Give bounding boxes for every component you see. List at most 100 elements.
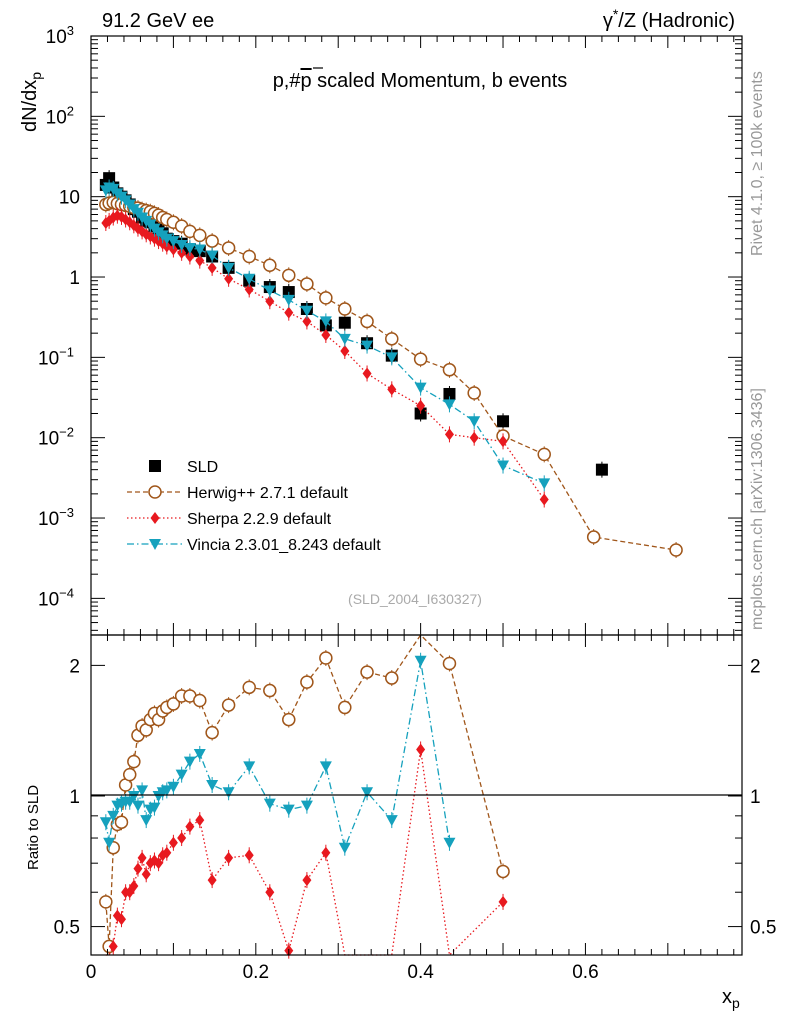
header-energy: 91.2 GeV ee [102, 10, 214, 32]
ratio-y-tick-label: 1 [69, 787, 80, 808]
ratio-y-axis-label: Ratio to SLD [25, 785, 42, 870]
main-plot-title: p,#p scaled Momentum, b events [273, 70, 568, 92]
ratio-point [127, 754, 141, 769]
ratio-plot: 2 2 1 1 0.5 0.5 Ratio to SLD [25, 633, 777, 959]
main-point [362, 367, 372, 380]
ratio-series-triangle-down [99, 652, 456, 856]
main-point [443, 399, 456, 411]
main-line-diamond [105, 214, 545, 500]
main-point [224, 272, 234, 285]
analysis-reference-tag: (SLD_2004_I630327) [348, 591, 482, 607]
main-point [338, 333, 351, 345]
ratio-point [116, 913, 126, 926]
ratio-point [222, 787, 235, 799]
legend-label: Herwig++ 2.7.1 default [187, 485, 349, 502]
ratio-point [205, 725, 219, 740]
ratio-point [360, 665, 374, 679]
ratio-point [133, 862, 143, 875]
ratio-x-ticks [90, 635, 735, 955]
main-point [221, 241, 236, 255]
main-point [595, 463, 608, 476]
main-point [242, 249, 256, 264]
ratio-line-triangle-down [105, 660, 451, 850]
main-point [222, 262, 235, 274]
main-point [338, 316, 351, 329]
main-y-tick-label: 10−2 [38, 425, 74, 450]
main-x-ticks [90, 36, 735, 635]
main-point [302, 315, 312, 328]
legend-label: Vincia 2.3.01_8.243 default [187, 537, 381, 554]
main-point [282, 268, 296, 283]
main-point [497, 415, 510, 428]
ratio-point [136, 785, 149, 797]
main-point [263, 285, 276, 297]
ratio-point [321, 846, 331, 859]
ratio-point [242, 680, 256, 695]
ratio-point [193, 693, 207, 708]
x-tick-label: 0.2 [243, 962, 269, 983]
main-point [193, 244, 206, 256]
ratio-point [300, 800, 313, 812]
ratio-point [103, 837, 116, 849]
ratio-point [175, 769, 188, 781]
ratio-point [282, 804, 295, 816]
legend-marker-diamond [150, 512, 160, 524]
ratio-point [221, 698, 236, 712]
main-point [205, 234, 219, 248]
ratio-point [99, 895, 113, 909]
ratio-point [414, 655, 427, 667]
main-point [321, 328, 331, 341]
main-y-tick-label: 10−3 [38, 505, 74, 530]
ratio-series-circle-open [99, 633, 510, 955]
main-plot-marks [99, 170, 683, 559]
ratio-y-tick-label-right: 1 [750, 787, 761, 808]
ratio-point [114, 815, 129, 829]
main-point [413, 352, 428, 366]
main-point [168, 243, 178, 256]
main-point [319, 291, 333, 305]
main-point [300, 305, 313, 317]
ratio-point [193, 748, 206, 760]
ratio-point [108, 940, 118, 953]
ratio-point [127, 790, 140, 802]
main-y-tick-label: 10 [59, 188, 80, 209]
ratio-series-diamond [105, 741, 508, 959]
ratio-point [263, 683, 277, 698]
ratio-point [302, 874, 312, 887]
ratio-point [167, 781, 180, 793]
rivet-version-label: Rivet 4.1.0, ≥ 100k events [749, 71, 766, 256]
ratio-point [162, 846, 172, 859]
legend-marker-circle-open [148, 485, 162, 499]
ratio-point [282, 712, 296, 727]
ratio-point [263, 798, 276, 810]
main-point [538, 478, 551, 490]
main-point [669, 543, 683, 557]
main-y-tick-label: 10−1 [38, 344, 74, 369]
main-point [414, 382, 427, 394]
ratio-point [338, 700, 352, 715]
legend-marker-triangle-down [149, 539, 161, 550]
main-point [319, 316, 332, 328]
ratio-y-axis: 2 2 1 1 0.5 0.5 [54, 656, 777, 938]
ratio-y-tick-label: 0.5 [54, 918, 80, 939]
x-tick-label: 0.4 [407, 962, 434, 983]
ratio-point [148, 802, 161, 814]
main-point [185, 250, 195, 263]
main-point [468, 416, 481, 428]
main-point [175, 240, 188, 252]
main-point [167, 236, 180, 248]
ratio-point [265, 886, 275, 899]
main-point [263, 258, 277, 273]
ratio-plot-frame [90, 634, 743, 956]
ratio-point [319, 761, 332, 773]
main-point [183, 242, 196, 254]
main-y-tick-label: 103 [46, 23, 74, 48]
legend: SLD Herwig++ 2.7.1 default Sherpa 2.2.9 de… [127, 459, 381, 554]
main-point [387, 383, 397, 396]
ratio-point [141, 868, 151, 881]
ratio-point [361, 787, 374, 799]
ratio-point [122, 767, 137, 782]
ratio-point [195, 814, 205, 827]
